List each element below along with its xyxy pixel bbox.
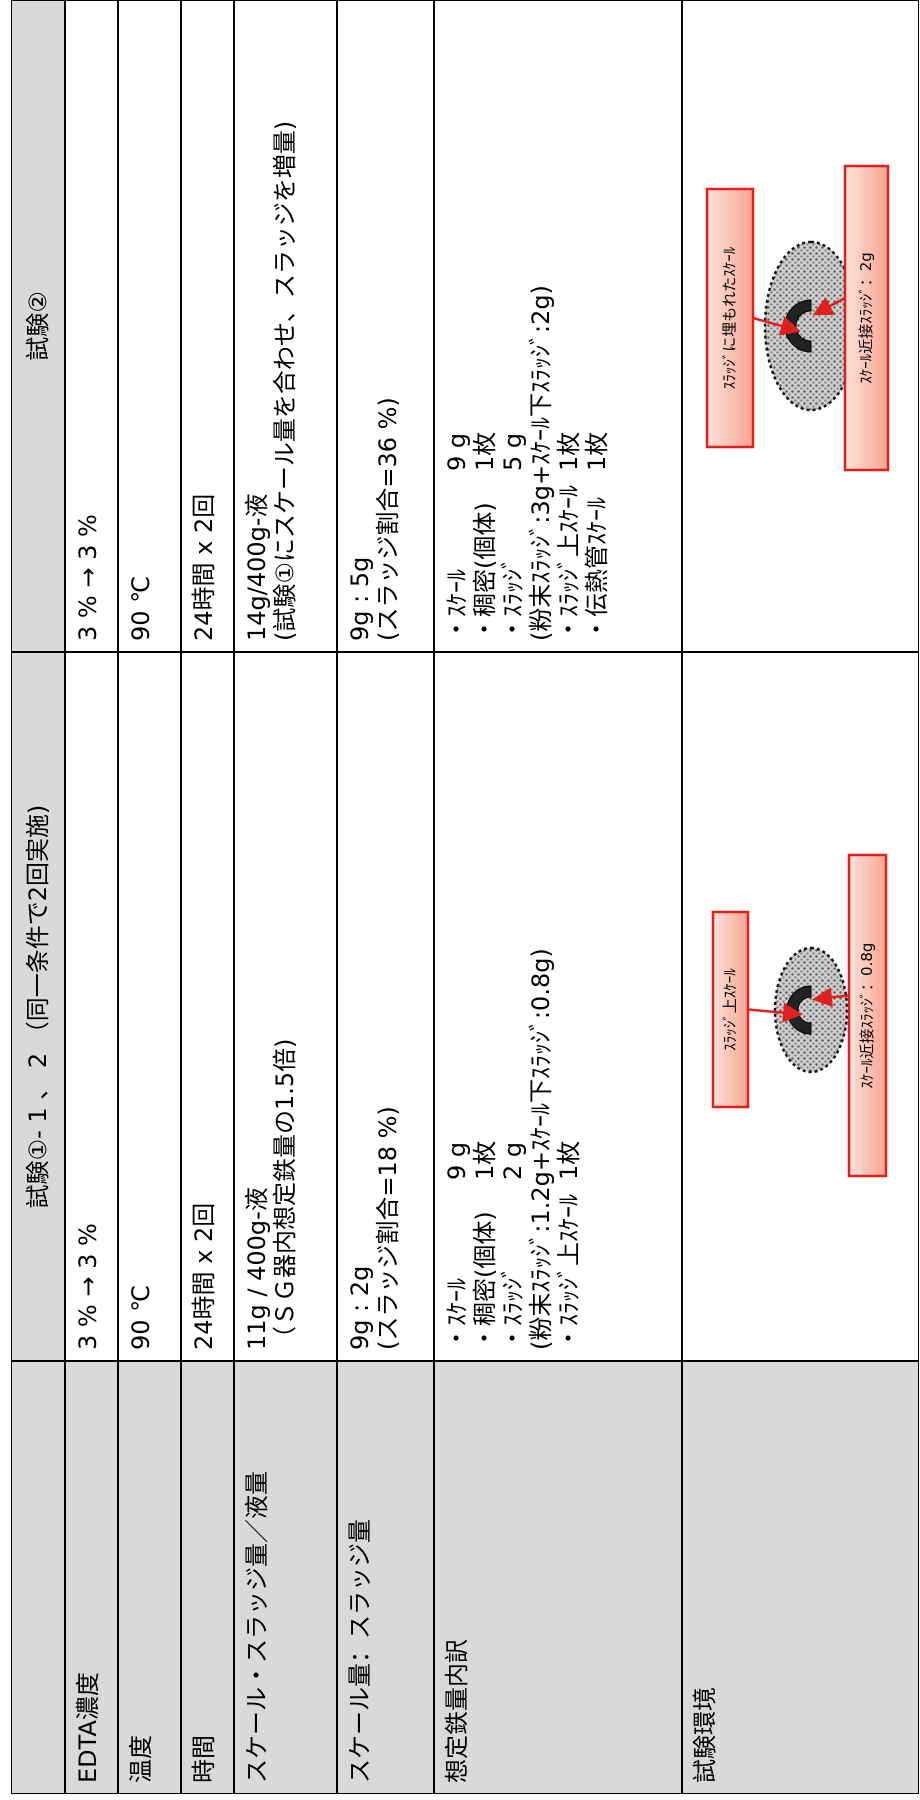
item-amount: 1枚 bbox=[555, 431, 583, 471]
cell: 24時間 x 2回 bbox=[181, 652, 234, 1361]
row-label-text: 試験環境 bbox=[691, 1687, 719, 1783]
item-line: ・稠密(個体) 1枚 bbox=[471, 663, 499, 1350]
arrow bbox=[752, 316, 801, 336]
header-text: 試験② bbox=[24, 291, 52, 361]
arrow bbox=[747, 1002, 803, 1023]
item-amount: 1枚 bbox=[583, 431, 611, 471]
item-name: ・ｽﾗｯｼﾞ上ｽｹｰﾙ bbox=[555, 485, 583, 641]
cell-line: 90 ℃ bbox=[127, 1284, 155, 1350]
item-line: ・ｽﾗｯｼﾞ上ｽｹｰﾙ 1枚 bbox=[555, 11, 583, 641]
row-label: EDTA濃度 bbox=[65, 1361, 118, 1794]
cell: ・ｽｹｰﾙ 9 g ・稠密(個体) 1枚・ｽﾗｯｼﾞ 2 g (粉末ｽﾗｯｼﾞ:1.2g+… bbox=[434, 652, 682, 1361]
row-label-text: 時間 bbox=[190, 1735, 218, 1783]
item-line: ・稠密(個体) 1枚 bbox=[471, 11, 499, 641]
cell: 14g/400g-液 (試験①にスケール量を合わせ、スラッジを増量) bbox=[234, 0, 337, 652]
cell-line: 24時間 x 2回 bbox=[190, 1202, 218, 1350]
cell: 24時間 x 2回 bbox=[181, 0, 234, 652]
row-label: 時間 bbox=[181, 1361, 234, 1794]
item-amount: 5 g bbox=[499, 432, 527, 471]
cell-line: (スラッジ割合=18 %) bbox=[374, 1106, 402, 1350]
item-name: ・ｽﾗｯｼﾞ bbox=[499, 1266, 527, 1350]
label-text: ｽｹｰﾙ近接ｽﾗｯｼﾞ：2g bbox=[857, 252, 875, 384]
row-label: スケール量：スラッジ量 bbox=[337, 1361, 434, 1794]
item-amount: 9 g bbox=[443, 1141, 471, 1180]
cell-line: (試験①にスケール量を合わせ、スラッジを増量) bbox=[271, 120, 299, 641]
row-label: 想定鉄量内訳 bbox=[434, 1361, 682, 1794]
item-name: ・稠密(個体) bbox=[471, 1211, 499, 1350]
item-name: ・伝熱管ｽｹｰﾙ bbox=[583, 497, 611, 641]
sludge bbox=[773, 946, 849, 1074]
item-amount: 9 g bbox=[443, 432, 471, 471]
item-name: ・ｽｹｰﾙ bbox=[443, 1278, 471, 1350]
header-cell: 試験①- 1 、 2 （同一条件で2回実施) bbox=[11, 652, 65, 1361]
header-cell bbox=[11, 1361, 65, 1794]
cell-line: 14g/400g-液 bbox=[243, 493, 271, 641]
item-name: ・ｽﾗｯｼﾞ bbox=[499, 557, 527, 641]
item-name: ・ｽﾗｯｼﾞ上ｽｹｰﾙ bbox=[555, 1194, 583, 1350]
cell: 9g : 2g (スラッジ割合=18 %) bbox=[337, 652, 434, 1361]
item-name: ・ｽｹｰﾙ bbox=[443, 569, 471, 641]
arrow bbox=[812, 987, 850, 1008]
diagram: ｽﾗｯｼﾞに埋もれたｽｹｰﾙ ｽｹｰﾙ近接ｽﾗｯｼﾞ：2g bbox=[705, 164, 890, 472]
header-cell: 試験② bbox=[11, 0, 65, 652]
cell-line: (スラッジ割合=36 %) bbox=[374, 397, 402, 641]
label-box bbox=[847, 853, 888, 1178]
cell-line: 3 % → 3 % bbox=[74, 514, 102, 641]
item-amount: 1枚 bbox=[471, 1140, 499, 1180]
label-text: ｽﾗｯｼﾞに埋もれたｽｹｰﾙ bbox=[721, 246, 739, 389]
cell-line: 9g : 5g bbox=[346, 556, 374, 641]
cell-line: 11g / 400g-液 bbox=[243, 1187, 271, 1350]
item-line: ・ｽﾗｯｼﾞ 2 g bbox=[499, 663, 527, 1350]
cell: ・ｽｹｰﾙ 9 g ・稠密(個体) 1枚 ・ｽﾗｯｼﾞ 5 g (粉末ｽﾗｯｼﾞ:3g+ｽｹ… bbox=[434, 0, 682, 652]
item-amount: 2 g bbox=[499, 1141, 527, 1180]
cell-line: (粉末ｽﾗｯｼﾞ:1.2g+ｽｹｰﾙ下ｽﾗｯｼﾞ:0.8g) bbox=[527, 948, 555, 1350]
row-label: 試験環境 bbox=[682, 1361, 919, 1794]
header-text: 試験①- 1 、 2 （同一条件で2回実施) bbox=[24, 804, 52, 1209]
cell-line: 90 ℃ bbox=[127, 575, 155, 641]
item-line: ・ｽﾗｯｼﾞ 5 g bbox=[499, 11, 527, 641]
cell-line: (粉末ｽﾗｯｼﾞ:3g+ｽｹｰﾙ下ｽﾗｯｼﾞ:2g) bbox=[527, 284, 555, 641]
diagram: ｽﾗｯｼﾞ上ｽｹｰﾙ ｽｹｰﾙ近接ｽﾗｯｼﾞ：0.8g bbox=[711, 853, 888, 1178]
label-text: ｽﾗｯｼﾞ上ｽｹｰﾙ bbox=[721, 968, 739, 1051]
item-line: ・ｽﾗｯｼﾞ上ｽｹｰﾙ 1枚 bbox=[555, 663, 583, 1350]
arrow bbox=[812, 296, 846, 316]
cell: 90 ℃ bbox=[118, 652, 181, 1361]
cell-line: （ＳＧ器内想定鉄量の1.5倍) bbox=[271, 1038, 299, 1350]
item-line: ・ｽｹｰﾙ 9 g bbox=[443, 663, 471, 1350]
cell: 90 ℃ bbox=[118, 0, 181, 652]
item-amount: 1枚 bbox=[471, 431, 499, 471]
label-box bbox=[843, 164, 890, 472]
row-label: スケール・スラッジ量／液量 bbox=[234, 1361, 337, 1794]
row-label-text: スケール量：スラッジ量 bbox=[346, 1519, 374, 1783]
cell: 3 % → 3 % bbox=[65, 652, 118, 1361]
item-name: ・稠密(個体) bbox=[471, 502, 499, 641]
item-line: ・ｽｹｰﾙ 9 g bbox=[443, 11, 471, 641]
item-amount: 1枚 bbox=[555, 1140, 583, 1180]
cell: 11g / 400g-液 （ＳＧ器内想定鉄量の1.5倍) bbox=[234, 652, 337, 1361]
row-label-text: EDTA濃度 bbox=[74, 1672, 102, 1783]
row-label: 温度 bbox=[118, 1361, 181, 1794]
row-label-text: 想定鉄量内訳 bbox=[443, 1639, 471, 1783]
label-text: ｽｹｰﾙ近接ｽﾗｯｼﾞ：0.8g bbox=[858, 943, 876, 1089]
row-label-text: スケール・スラッジ量／液量 bbox=[243, 1471, 271, 1783]
item-line: ・伝熱管ｽｹｰﾙ 1枚 bbox=[583, 11, 611, 641]
cell-line: 3 % → 3 % bbox=[74, 1223, 102, 1350]
row-label-text: 温度 bbox=[127, 1735, 155, 1783]
cell-line: 24時間 x 2回 bbox=[190, 493, 218, 641]
cell: ｽﾗｯｼﾞに埋もれたｽｹｰﾙ ｽｹｰﾙ近接ｽﾗｯｼﾞ：2g bbox=[682, 0, 919, 652]
cell: 3 % → 3 % bbox=[65, 0, 118, 652]
cell: 9g : 5g (スラッジ割合=36 %) bbox=[337, 0, 434, 652]
cell-line: 9g : 2g bbox=[346, 1265, 374, 1350]
cell: ｽﾗｯｼﾞ上ｽｹｰﾙ ｽｹｰﾙ近接ｽﾗｯｼﾞ：0.8g bbox=[682, 652, 919, 1361]
